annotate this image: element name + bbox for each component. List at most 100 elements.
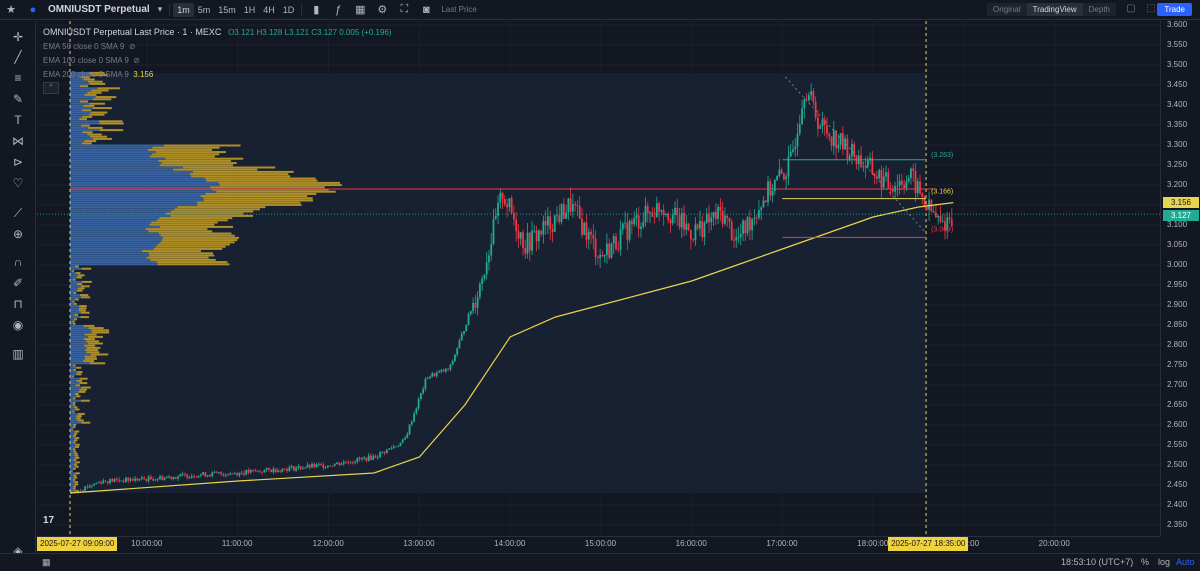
- volume-profile-bar-sell: [89, 82, 106, 85]
- horizontal-lines-icon[interactable]: ≡: [14, 71, 22, 85]
- volume-profile-bar-sell: [75, 408, 80, 411]
- layout-icon[interactable]: ▦: [355, 4, 366, 16]
- legend-collapse-button[interactable]: ⌃: [43, 82, 59, 94]
- candle-body: [792, 149, 794, 152]
- volume-profile-bar-buy: [70, 236, 163, 239]
- expand-icon[interactable]: ⬚: [1146, 3, 1156, 14]
- text-icon[interactable]: T: [14, 113, 22, 127]
- trendline-icon[interactable]: ╱: [14, 50, 22, 64]
- star-icon[interactable]: ★: [6, 4, 16, 16]
- candle-body: [379, 452, 381, 457]
- candle-body: [764, 200, 767, 203]
- percent-toggle[interactable]: %: [1141, 557, 1150, 567]
- candle-body: [274, 468, 277, 473]
- auto-toggle[interactable]: Auto: [1176, 557, 1195, 567]
- volume-profile-bar-buy: [70, 159, 159, 162]
- settings-icon[interactable]: ⚙: [377, 4, 388, 16]
- chevron-down-icon[interactable]: ▾: [157, 4, 163, 14]
- interval-1h[interactable]: 1H: [243, 4, 256, 15]
- interval-4h[interactable]: 4H: [263, 4, 275, 15]
- label-upper-target: (3.263): [931, 152, 953, 159]
- legend-main: OMNIUSDT Perpetual Last Price · 1 · MEXC…: [43, 27, 392, 37]
- candle-body: [907, 178, 910, 182]
- time-axis[interactable]: 10:00:00 11:00:00 12:00:00 13:00:00 14:00:00…: [37, 536, 1160, 551]
- volume-profile-bar-buy: [70, 247, 154, 250]
- price-axis[interactable]: 3.600 3.550 3.500 3.450 3.400 3.350 3.300 3.250…: [1160, 20, 1200, 536]
- trash-icon[interactable]: ▥: [12, 347, 24, 361]
- calendar-icon[interactable]: ▦: [42, 557, 51, 567]
- log-toggle[interactable]: log: [1158, 557, 1171, 567]
- volume-profile-bar-buy: [70, 463, 74, 466]
- eye-off-icon[interactable]: ⊘: [126, 42, 136, 51]
- volume-profile-bar-buy: [70, 476, 74, 479]
- candle-body: [876, 176, 878, 179]
- interval-1m[interactable]: 1m: [173, 2, 194, 17]
- candle-body: [587, 231, 590, 240]
- candle-body: [324, 467, 327, 469]
- candle-body: [730, 221, 733, 240]
- candle-body: [469, 311, 472, 315]
- fullscreen-icon[interactable]: ⛶: [400, 3, 409, 15]
- candle-body: [392, 446, 395, 449]
- candle-body: [619, 229, 622, 250]
- pencil-lock-icon[interactable]: ✐: [12, 276, 24, 290]
- lock-icon[interactable]: ⊓: [13, 297, 23, 311]
- price-chart[interactable]: (3.263) (3.166) (3.069): [37, 21, 1160, 536]
- zoom-icon[interactable]: ⊕: [12, 227, 24, 241]
- volume-profile-bar-buy: [70, 366, 77, 369]
- candle-body: [567, 198, 570, 213]
- volume-profile-bar-sell: [73, 467, 76, 470]
- volume-profile-bar-buy: [70, 258, 151, 261]
- candle-body: [342, 461, 345, 464]
- eye-off-icon[interactable]: ⊘: [131, 56, 140, 65]
- layout-window-icon[interactable]: ▢: [1126, 3, 1136, 14]
- volume-profile-bar-buy: [70, 173, 191, 176]
- camera-icon[interactable]: ◙: [422, 3, 430, 16]
- volume-profile-bar-buy: [70, 461, 76, 464]
- interval-15m[interactable]: 15m: [218, 4, 236, 15]
- clock-label[interactable]: 18:53:10 (UTC+7): [1061, 557, 1134, 567]
- volume-profile-bar-buy: [70, 309, 79, 312]
- candle-body: [887, 172, 890, 189]
- eye-icon[interactable]: ◉: [12, 318, 24, 332]
- candle-body: [508, 198, 511, 208]
- volume-profile-bar-sell: [87, 91, 102, 94]
- candle-body: [258, 470, 261, 472]
- crosshair-icon[interactable]: ✛: [12, 30, 24, 44]
- interval-5m[interactable]: 5m: [197, 4, 211, 15]
- chart-pane[interactable]: (3.263) (3.166) (3.069): [37, 21, 1160, 536]
- view-tradingview[interactable]: TradingView: [1026, 3, 1083, 16]
- volume-profile-bar-sell: [75, 430, 80, 433]
- volume-profile-bar-sell: [177, 206, 266, 209]
- volume-profile-bar-sell: [74, 465, 79, 468]
- volume-profile-bar-buy: [70, 203, 198, 206]
- candle-body: [299, 466, 302, 469]
- candle-body: [642, 222, 645, 227]
- volume-profile-bar-buy: [70, 201, 197, 204]
- candle-body: [209, 475, 211, 477]
- layers-icon[interactable]: ◈: [13, 544, 23, 558]
- candle-body: [304, 467, 307, 469]
- candle-body: [329, 465, 332, 467]
- heart-icon[interactable]: ♡: [12, 176, 24, 190]
- volume-profile-bar-buy: [70, 265, 75, 268]
- interval-1d[interactable]: 1D: [282, 4, 295, 15]
- indicators-icon[interactable]: ƒ: [335, 3, 342, 16]
- volume-profile-bar-sell: [74, 439, 78, 442]
- view-depth[interactable]: Depth: [1082, 3, 1116, 16]
- candle-body: [590, 231, 592, 235]
- candle-body: [612, 236, 615, 244]
- candles-icon[interactable]: ▮: [313, 4, 320, 16]
- price-type-select[interactable]: Last Price: [441, 5, 477, 14]
- magnet-icon[interactable]: ∩: [13, 255, 23, 269]
- volume-profile-bar-sell: [157, 263, 230, 266]
- volume-profile-bar-sell: [206, 179, 318, 182]
- symbol-name[interactable]: OMNIUSDT Perpetual: [48, 4, 150, 15]
- brush-icon[interactable]: ✎: [12, 92, 24, 106]
- ruler-icon[interactable]: ⟋: [13, 206, 23, 220]
- pattern-icon[interactable]: ⋈: [12, 134, 24, 148]
- trade-button[interactable]: Trade: [1157, 3, 1192, 16]
- forecast-icon[interactable]: ⊳: [12, 155, 24, 169]
- candle-body: [531, 230, 533, 251]
- view-original[interactable]: Original: [987, 3, 1027, 16]
